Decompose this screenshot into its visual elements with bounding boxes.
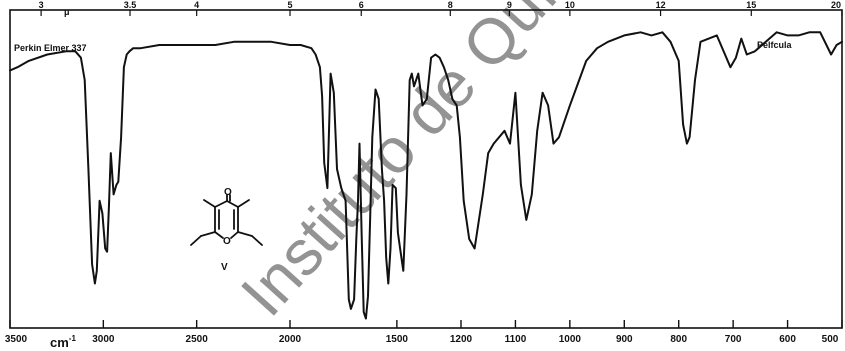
top-tick-label: 3 — [39, 0, 44, 10]
bottom-tick-label: 900 — [616, 334, 633, 345]
bottom-tick-label: 2000 — [279, 334, 302, 345]
bottom-tick-label: 2500 — [186, 334, 209, 345]
molecule-oxygen-label-ring: O — [223, 236, 231, 247]
plot-border — [9, 9, 843, 329]
top-tick-label: 12 — [656, 0, 666, 10]
phase-label: Pelfcula — [757, 40, 793, 50]
bottom-tick-label: 700 — [725, 334, 742, 345]
top-axis-unit: μ — [64, 7, 70, 17]
top-tick-label: 5 — [287, 0, 292, 10]
spectrum-line — [9, 31, 843, 320]
top-tick-label: 15 — [746, 0, 756, 10]
bottom-axis-unit: cm-1 — [50, 334, 76, 350]
bottom-tick-label: 1200 — [450, 334, 473, 345]
bottom-tick-label: 600 — [779, 334, 796, 345]
bottom-tick-label: 1000 — [559, 334, 582, 345]
top-tick-label: 9 — [507, 0, 512, 10]
top-axis-ticks: 3 3.5 4 5 6 8 9 10 12 15 20 — [39, 0, 843, 16]
top-tick-label: 8 — [448, 0, 453, 10]
bottom-tick-label: 3500 — [5, 334, 28, 345]
top-tick-label: 10 — [565, 0, 575, 10]
compound-label: V — [221, 262, 228, 273]
molecule-structure-drawing — [190, 194, 263, 246]
top-tick-label: 4 — [194, 0, 199, 10]
bottom-axis-ticks: 3500 3000 2500 2000 1500 1200 1100 1000 900 800 70… — [5, 320, 843, 345]
molecule-oxygen-label-top: O — [224, 187, 232, 198]
bottom-tick-label: 800 — [670, 334, 687, 345]
bottom-tick-label: 1500 — [386, 334, 409, 345]
instrument-label: Perkin Elmer 337 — [14, 43, 87, 53]
top-tick-label: 6 — [359, 0, 364, 10]
top-tick-label: 20 — [831, 0, 841, 10]
top-tick-label: 3.5 — [124, 0, 137, 10]
bottom-tick-label: 500 — [822, 334, 839, 345]
plot-frame — [9, 9, 843, 329]
bottom-tick-label: 1100 — [505, 334, 527, 345]
bottom-tick-label: 3000 — [92, 334, 115, 345]
